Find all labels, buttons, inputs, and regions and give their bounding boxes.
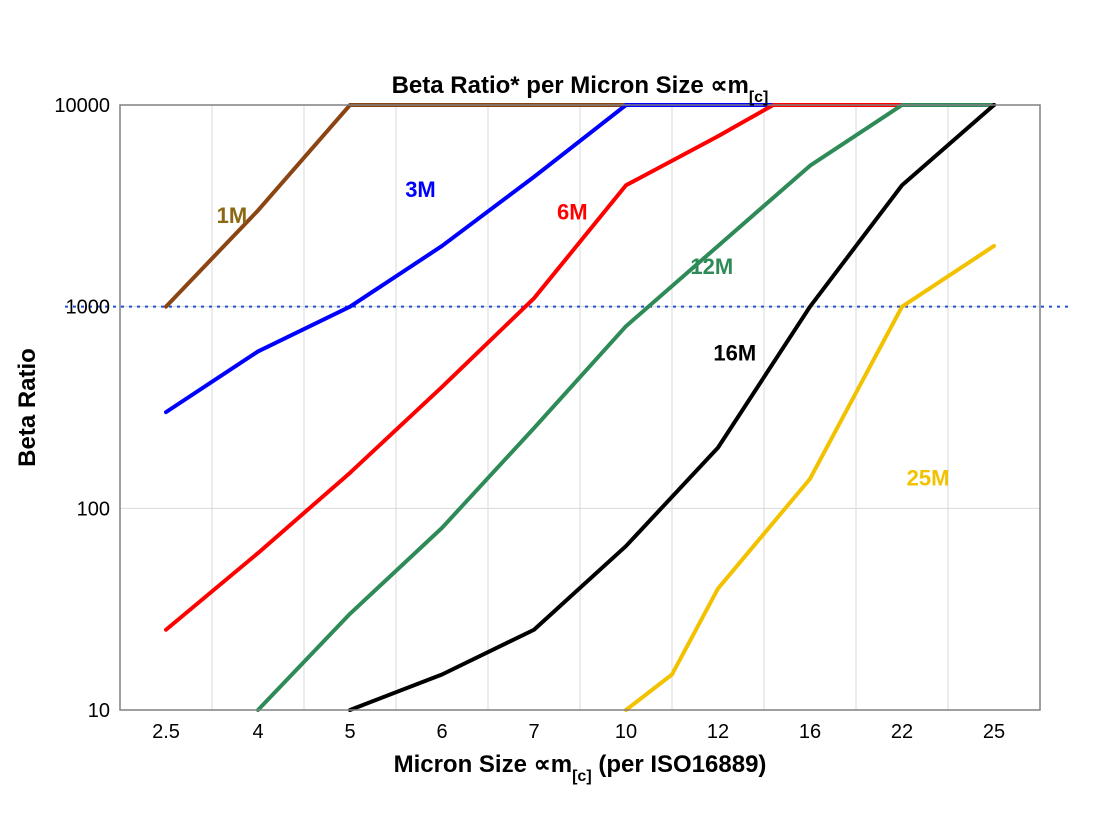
series-label-16M: 16M	[713, 341, 756, 366]
series-label-12M: 12M	[690, 254, 733, 279]
y-tick-label: 10	[88, 700, 110, 722]
x-tick-label: 10	[615, 721, 637, 743]
x-tick-label: 2.5	[152, 721, 180, 743]
x-tick-label: 22	[891, 721, 913, 743]
series-label-6M: 6M	[557, 200, 588, 225]
y-axis-ticks: 10 100 1000 10000	[54, 95, 110, 722]
chart-title: Beta Ratio* per Micron Size ∝m[c]	[392, 72, 769, 106]
x-tick-label: 12	[707, 721, 729, 743]
y-tick-label: 1000	[66, 297, 111, 319]
x-tick-label: 6	[436, 721, 447, 743]
x-tick-label: 4	[252, 721, 263, 743]
x-tick-label: 5	[344, 721, 355, 743]
x-tick-label: 25	[983, 721, 1005, 743]
series-label-1M: 1M	[217, 203, 248, 228]
x-tick-label: 7	[528, 721, 539, 743]
x-axis-title: Micron Size ∝m[c] (per ISO16889)	[394, 751, 767, 785]
x-axis-ticks: 2.5 4 5 6 7 10 12 16 22 25	[152, 721, 1005, 743]
y-tick-label: 100	[77, 498, 110, 520]
beta-ratio-chart: 10 100 1000 10000 2.5 4 5 6 7 10 12 16 22 25 Beta Ra…	[0, 0, 1094, 822]
series-label-3M: 3M	[405, 177, 436, 202]
chart-container: 10 100 1000 10000 2.5 4 5 6 7 10 12 16 22 25 Beta Ra…	[0, 0, 1094, 822]
x-tick-label: 16	[799, 721, 821, 743]
series-label-25M: 25M	[907, 465, 950, 490]
y-tick-label: 10000	[54, 95, 110, 117]
y-axis-title: Beta Ratio	[14, 348, 41, 467]
